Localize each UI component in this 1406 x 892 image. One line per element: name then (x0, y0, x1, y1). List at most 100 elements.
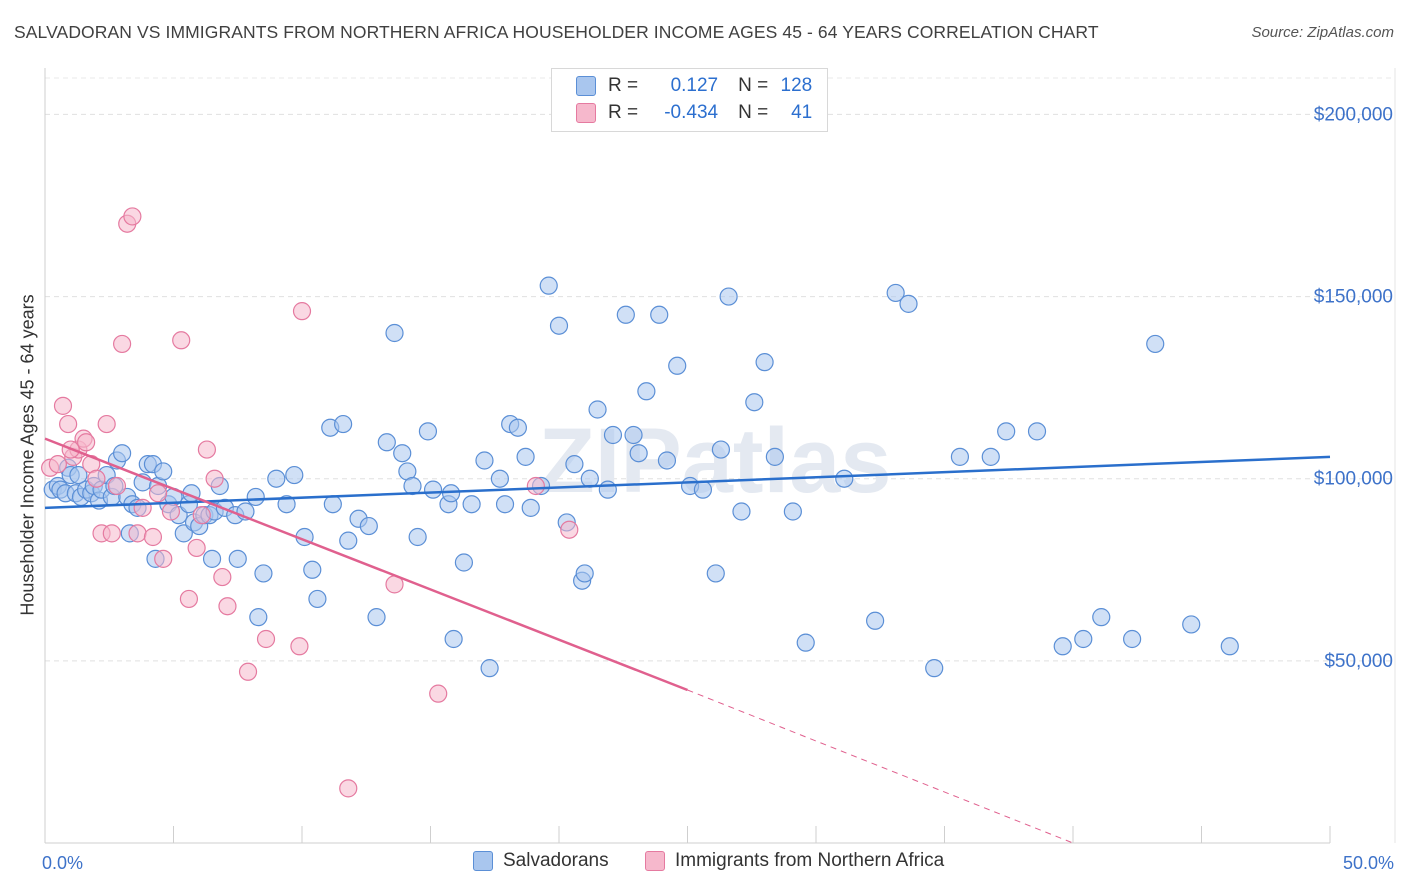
salvadoran-point (69, 465, 88, 485)
salvadoran-point (323, 495, 342, 514)
immigrant-point (218, 597, 237, 616)
r-value: 0.127 (670, 75, 719, 96)
n-label: N = (738, 102, 769, 123)
salvadoran-point (475, 451, 494, 470)
salvadoran-point (549, 316, 569, 335)
salvadoran-point (624, 425, 643, 445)
salvadoran-point (285, 465, 304, 485)
legend-item-immigrants[interactable]: Immigrants from Northern Africa (645, 850, 944, 872)
salvadoran-point (603, 425, 623, 445)
y-tick-label: $200,000 (1314, 104, 1393, 125)
salvadoran-point (1027, 422, 1047, 441)
salvadoran-point (154, 462, 173, 481)
legend-item-salvadorans[interactable]: Salvadorans (473, 850, 609, 872)
salvadoran-point (539, 276, 558, 295)
salvadoran-point (508, 418, 527, 437)
salvadoran-point (339, 531, 358, 550)
salvadoran-point (444, 629, 463, 649)
immigrant-point (77, 433, 96, 452)
salvadoran-point (997, 422, 1016, 441)
salvadoran-point (886, 283, 905, 303)
immigrant-point (187, 538, 206, 558)
salvadoran-point (408, 527, 427, 547)
immigrant-point (197, 440, 217, 459)
immigrant-point (154, 549, 173, 568)
y-tick-label: $150,000 (1314, 287, 1393, 308)
salvadoran-point (308, 589, 327, 609)
salvadoran-point (588, 400, 607, 419)
y-tick-label: $100,000 (1314, 469, 1393, 490)
salvadoran-point (706, 564, 725, 583)
salvadoran-point (598, 480, 617, 499)
immigrant-point (87, 469, 106, 488)
immigrant-point (172, 331, 191, 350)
trend-line-immigrants (44, 437, 688, 692)
salvadoran-point (516, 447, 535, 466)
salvadoran-point (755, 353, 774, 372)
salvadoran-point (668, 356, 687, 375)
salvadoran-point (367, 608, 386, 627)
blue-swatch-icon (576, 76, 596, 96)
pink-swatch-icon (576, 103, 596, 123)
salvadoran-point (1092, 608, 1111, 627)
salvadoran-point (711, 440, 731, 459)
salvadoran-point (228, 549, 247, 568)
salvadoran-point (835, 469, 854, 488)
salvadoran-point (454, 553, 474, 572)
salvadoran-point (745, 393, 764, 412)
salvadoran-point (866, 611, 885, 630)
immigrant-point (128, 524, 147, 543)
immigrant-point (429, 684, 448, 703)
r-value: -0.434 (664, 102, 719, 123)
salvadoran-point (495, 495, 515, 514)
axes (44, 68, 1396, 844)
immigrant-point (48, 455, 67, 474)
immigrant-point (102, 524, 121, 543)
salvadoran-point (521, 498, 540, 517)
salvadoran-point (277, 495, 296, 514)
immigrant-point (97, 414, 116, 434)
n-value: 41 (791, 102, 813, 123)
salvadoran-point (249, 608, 268, 627)
salvadoran-point (657, 451, 677, 470)
salvadoran-point (950, 447, 970, 466)
salvadoran-point (575, 564, 594, 583)
salvadoran-point (423, 480, 443, 499)
salvadoran-point (377, 433, 396, 452)
salvadoran-point (334, 414, 353, 434)
y-tick-labels: $50,000 $100,000 $150,000 $200,000 (1314, 104, 1393, 671)
salvadoran-point (1123, 629, 1142, 649)
r-label: R = (608, 102, 639, 123)
salvadoran-point (981, 447, 1000, 466)
immigrant-point (256, 629, 276, 649)
salvadoran-point (112, 444, 132, 463)
watermark: ZIPatlas (539, 410, 892, 512)
salvadoran-point (783, 502, 802, 521)
salvadoran-point (693, 480, 713, 499)
salvadoran-point (303, 560, 322, 579)
salvadoran-point (393, 444, 412, 463)
bottom-legend: Salvadorans Immigrants from Northern Afr… (0, 850, 1406, 880)
immigrant-point (107, 476, 127, 496)
chart-source: Source: ZipAtlas.com (1251, 24, 1394, 41)
trend-line-immigrants-extrapolated (687, 689, 1074, 844)
legend-label: Immigrants from Northern Africa (675, 850, 945, 871)
salvadoran-point (202, 549, 222, 568)
pink-swatch-icon (645, 851, 665, 871)
salvadoran-point (719, 287, 738, 306)
salvadoran-point (246, 487, 265, 507)
salvadoran-point (385, 323, 404, 343)
salvadoran-point (925, 659, 944, 678)
salvadoran-point (418, 422, 438, 441)
immigrant-point (192, 506, 211, 525)
salvadoran-point (565, 455, 584, 474)
n-label: N = (738, 75, 769, 96)
salvadoran-point (462, 495, 481, 514)
y-tick-label: $50,000 (1324, 651, 1393, 672)
salvadoran-point (490, 469, 509, 488)
salvadoran-point (441, 484, 461, 503)
immigrant-point (339, 779, 358, 798)
salvadoran-point (254, 564, 273, 583)
salvadoran-point (267, 469, 286, 488)
